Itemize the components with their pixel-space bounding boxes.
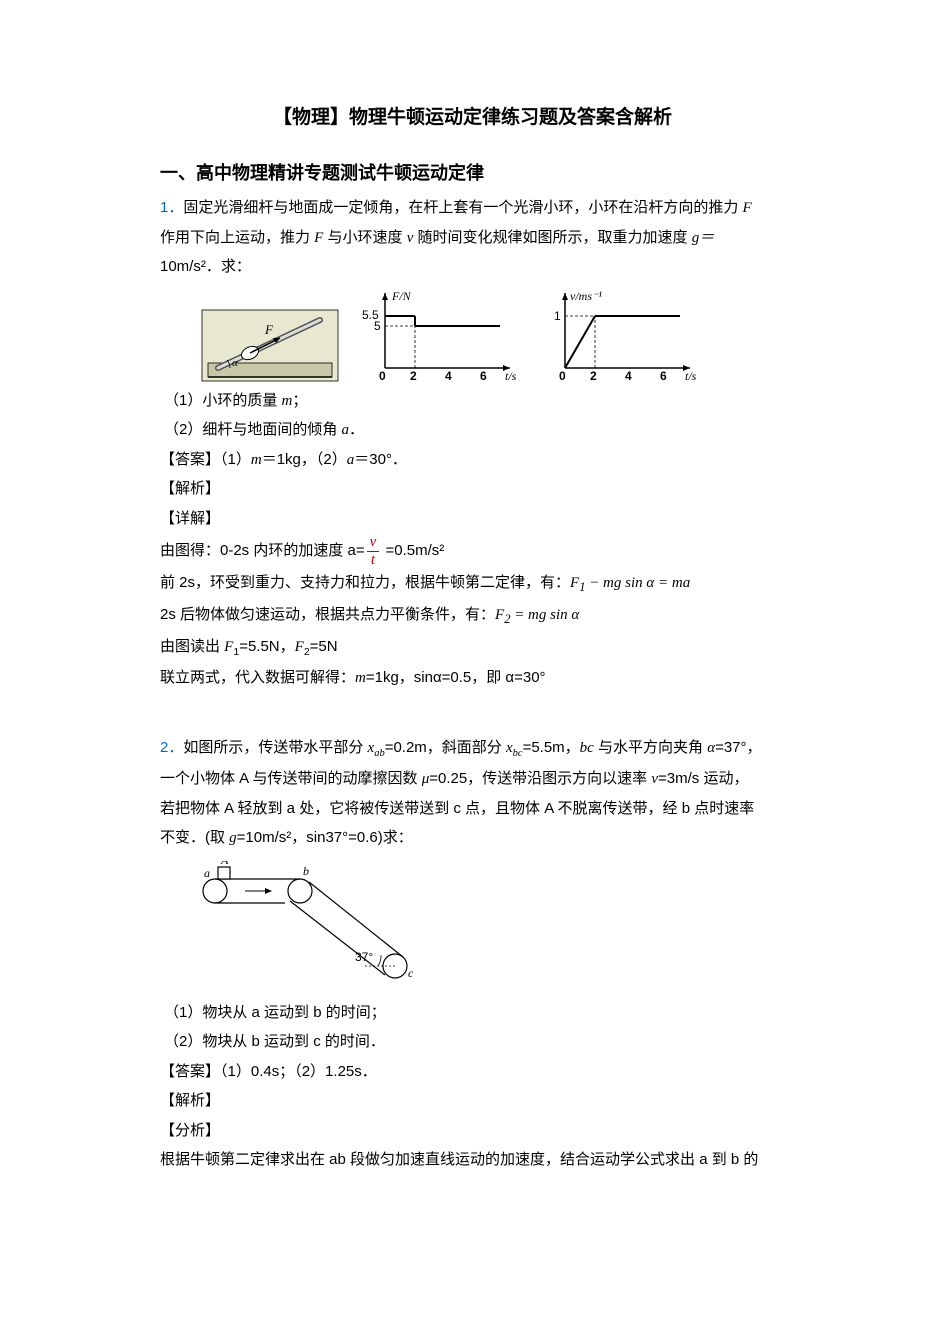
q1-prompt-line2: 作用下向上运动，推力 F 与小环速度 v 随时间变化规律如图所示，取重力加速度 … <box>160 224 785 253</box>
svg-text:0: 0 <box>559 369 566 383</box>
q1-prompt-line3: 10m/s²．求： <box>160 253 785 282</box>
q2-prompt-l4: 不变．(取 g=10m/s²，sin37°=0.6)求： <box>160 824 785 853</box>
svg-text:c: c <box>408 966 414 980</box>
svg-text:37°: 37° <box>355 950 373 964</box>
svg-text:6: 6 <box>480 369 487 383</box>
page-title: 【物理】物理牛顿运动定律练习题及答案含解析 <box>160 100 785 136</box>
q1-detail2: 前 2s，环受到重力、支持力和拉力，根据牛顿第二定律，有：F1 − mg sin… <box>160 569 785 600</box>
q1-detail5: 联立两式，代入数据可解得：m=1kg，sinα=0.5，即 α=30° <box>160 664 785 693</box>
section-header: 一、高中物理精讲专题测试牛顿运动定律 <box>160 156 785 190</box>
q2-answer: 【答案】（1）0.4s；（2）1.25s． <box>160 1058 785 1087</box>
q1-number: 1． <box>160 199 183 216</box>
q1-prompt: 1．固定光滑细杆与地面成一定倾角，在杆上套有一个光滑小环，小环在沿杆方向的推力 … <box>160 194 785 223</box>
q1-figures: F α F/N t/s 0 2 4 6 5.5 5 v/ms⁻¹ t/s 0 2… <box>200 288 785 383</box>
svg-text:t/s: t/s <box>505 369 517 383</box>
q2-jiexi-label: 【解析】 <box>160 1087 785 1116</box>
svg-text:b: b <box>303 864 309 878</box>
force-time-graph: F/N t/s 0 2 4 6 5.5 5 <box>360 288 520 383</box>
angle-label: α <box>232 357 238 369</box>
q1-ask2: （2）细杆与地面间的倾角 a． <box>160 416 785 445</box>
svg-text:4: 4 <box>625 369 632 383</box>
q2-ask1: （1）物块从 a 运动到 b 的时间； <box>160 999 785 1028</box>
q2-prompt-l2: 一个小物体 A 与传送带间的动摩擦因数 μ=0.25，传送带沿图示方向以速率 v… <box>160 765 785 794</box>
svg-text:a: a <box>204 866 210 880</box>
svg-text:5: 5 <box>374 319 381 333</box>
q2-fenxi-label: 【分析】 <box>160 1117 785 1146</box>
q1-detail4: 由图读出 F1=5.5N，F2=5N <box>160 633 785 663</box>
q2-number: 2． <box>160 739 183 756</box>
svg-text:0: 0 <box>379 369 386 383</box>
svg-text:2: 2 <box>590 369 597 383</box>
svg-text:A: A <box>220 861 229 867</box>
q1-detail3: 2s 后物体做匀速运动，根据共点力平衡条件，有：F2 = mg sin α <box>160 601 785 632</box>
q2-figure: A a b c 37° <box>190 861 785 991</box>
velocity-time-graph: v/ms⁻¹ t/s 0 2 4 6 1 <box>540 288 700 383</box>
svg-text:v/ms⁻¹: v/ms⁻¹ <box>570 289 602 303</box>
q1-detail1: 由图得：0-2s 内环的加速度 a=vt =0.5m/s² <box>160 534 785 568</box>
svg-text:4: 4 <box>445 369 452 383</box>
q2-ask2: （2）物块从 b 运动到 c 的时间． <box>160 1028 785 1057</box>
svg-text:F/N: F/N <box>391 289 412 303</box>
q1-answer: 【答案】（1）m＝1kg，（2）a＝30°． <box>160 446 785 475</box>
svg-text:6: 6 <box>660 369 667 383</box>
incline-diagram: F α <box>200 308 340 383</box>
svg-text:t/s: t/s <box>685 369 697 383</box>
svg-text:2: 2 <box>410 369 417 383</box>
q1-jiexi-label: 【解析】 <box>160 475 785 504</box>
q2-detail1: 根据牛顿第二定律求出在 ab 段做匀加速直线运动的加速度，结合运动学公式求出 a… <box>160 1146 785 1175</box>
q1-xiangjie-label: 【详解】 <box>160 505 785 534</box>
force-label: F <box>264 322 274 337</box>
q1-ask1: （1）小环的质量 m； <box>160 387 785 416</box>
q2-prompt: 2．如图所示，传送带水平部分 xab=0.2m，斜面部分 xbc=5.5m，bc… <box>160 734 785 764</box>
svg-text:1: 1 <box>554 309 561 323</box>
q2-prompt-l3: 若把物体 A 轻放到 a 处，它将被传送带送到 c 点，且物体 A 不脱离传送带… <box>160 795 785 824</box>
